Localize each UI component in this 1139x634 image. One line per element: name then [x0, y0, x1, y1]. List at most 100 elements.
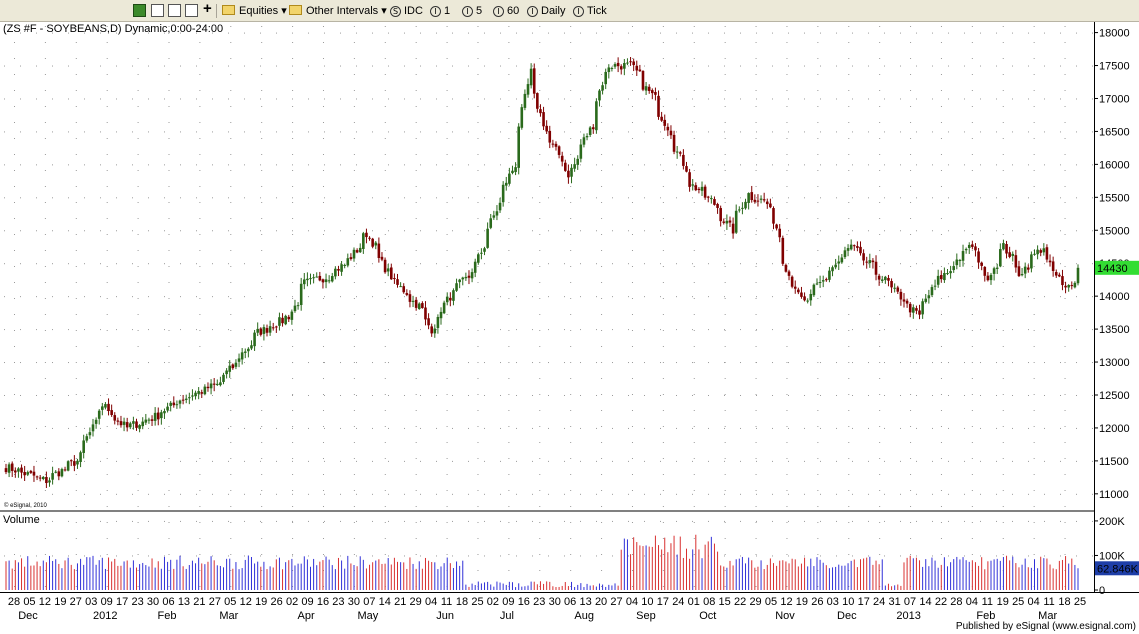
candle: [781, 235, 785, 266]
candle: [461, 276, 465, 286]
candle: [1005, 240, 1008, 259]
candle: [268, 320, 272, 336]
chart-grid-icon[interactable]: [133, 4, 146, 17]
day-tick-label: 17: [657, 596, 669, 608]
day-tick-label: 26: [271, 596, 283, 608]
daily-label: Daily: [541, 5, 566, 17]
interval-60-button[interactable]: I 60: [493, 3, 519, 19]
candle: [243, 348, 247, 359]
candle: [172, 396, 176, 408]
candle: [871, 258, 875, 269]
day-tick-label: 19: [54, 596, 66, 608]
idc-button[interactable]: S IDC: [390, 3, 423, 19]
candle: [651, 88, 654, 100]
day-tick-label: 27: [70, 596, 82, 608]
candle: [623, 58, 626, 76]
candle: [852, 244, 856, 251]
candle: [728, 216, 732, 228]
candle: [57, 468, 61, 481]
page-icon[interactable]: [168, 4, 181, 17]
day-tick-label: 26: [811, 596, 823, 608]
candle: [433, 324, 437, 338]
candle: [88, 427, 92, 439]
volume-tick-label: 100K: [1099, 550, 1125, 562]
candle: [498, 197, 502, 213]
candle: [32, 465, 36, 482]
time-axis: 28 05 12 19 27 03 09 17 23 30 06 13 21 27 05 12 19 26 02 09…: [8, 596, 1086, 622]
candle: [163, 408, 166, 420]
candle: [458, 278, 461, 289]
month-tick-label: Aug: [574, 610, 594, 622]
candle: [1017, 260, 1021, 278]
candle: [762, 192, 766, 203]
day-tick-label: 12: [240, 596, 252, 608]
candle: [296, 302, 300, 310]
candle: [253, 329, 256, 351]
candle: [200, 389, 204, 399]
candle: [523, 89, 527, 111]
plus-icon[interactable]: +: [203, 0, 212, 17]
candle: [10, 461, 14, 477]
candle: [532, 63, 536, 99]
tick-button[interactable]: I Tick: [573, 3, 607, 19]
day-tick-label: 27: [209, 596, 221, 608]
folder-icon: [222, 5, 235, 15]
candle: [936, 269, 940, 288]
day-tick-label: 08: [703, 596, 715, 608]
candle: [564, 159, 567, 172]
candle: [585, 133, 589, 141]
candle: [94, 417, 98, 429]
candle: [604, 68, 607, 90]
equities-dropdown[interactable]: Equities ▾: [222, 3, 287, 19]
candle: [548, 125, 552, 149]
day-tick-label: 05: [765, 596, 777, 608]
candle: [747, 192, 750, 210]
candle: [20, 464, 23, 479]
daily-button[interactable]: I Daily: [527, 3, 565, 19]
chart-list-icon[interactable]: [151, 4, 164, 17]
candle: [672, 130, 676, 155]
chart-area[interactable]: 1100011500120001250013000135001400014500…: [0, 22, 1139, 634]
candle: [355, 248, 359, 254]
candle: [598, 89, 601, 107]
candle: [576, 155, 580, 170]
day-tick-label: 21: [394, 596, 406, 608]
price-tick-label: 12500: [1099, 390, 1130, 402]
candle: [570, 164, 573, 184]
candle: [132, 416, 135, 430]
candle: [514, 162, 517, 176]
candle: [54, 470, 58, 474]
candle: [517, 123, 520, 175]
circle-i-icon: I: [527, 6, 538, 17]
candle: [828, 266, 831, 283]
candle: [26, 470, 30, 477]
candle: [682, 149, 685, 170]
candle: [122, 417, 126, 432]
day-tick-label: 06: [162, 596, 174, 608]
day-tick-label: 05: [224, 596, 236, 608]
day-tick-label: 17: [116, 596, 128, 608]
other-intervals-dropdown[interactable]: Other Intervals ▾: [289, 3, 387, 19]
copy-icon[interactable]: [185, 4, 198, 17]
candle: [23, 465, 26, 481]
day-tick-label: 25: [1012, 596, 1024, 608]
candle: [545, 120, 548, 135]
candle: [1014, 249, 1018, 273]
candle: [877, 273, 881, 286]
candle: [237, 353, 241, 368]
candle: [1020, 268, 1024, 277]
candle: [536, 92, 539, 113]
candle: [383, 257, 387, 274]
day-tick-label: 31: [888, 596, 900, 608]
esignal-watermark: © eSignal, 2010: [4, 502, 47, 509]
candle: [644, 81, 648, 96]
candle: [1039, 248, 1043, 257]
candle: [632, 58, 635, 72]
candle: [731, 217, 735, 239]
candle: [442, 300, 446, 315]
candle: [449, 292, 452, 307]
candle: [1011, 251, 1015, 262]
candle: [349, 253, 353, 261]
